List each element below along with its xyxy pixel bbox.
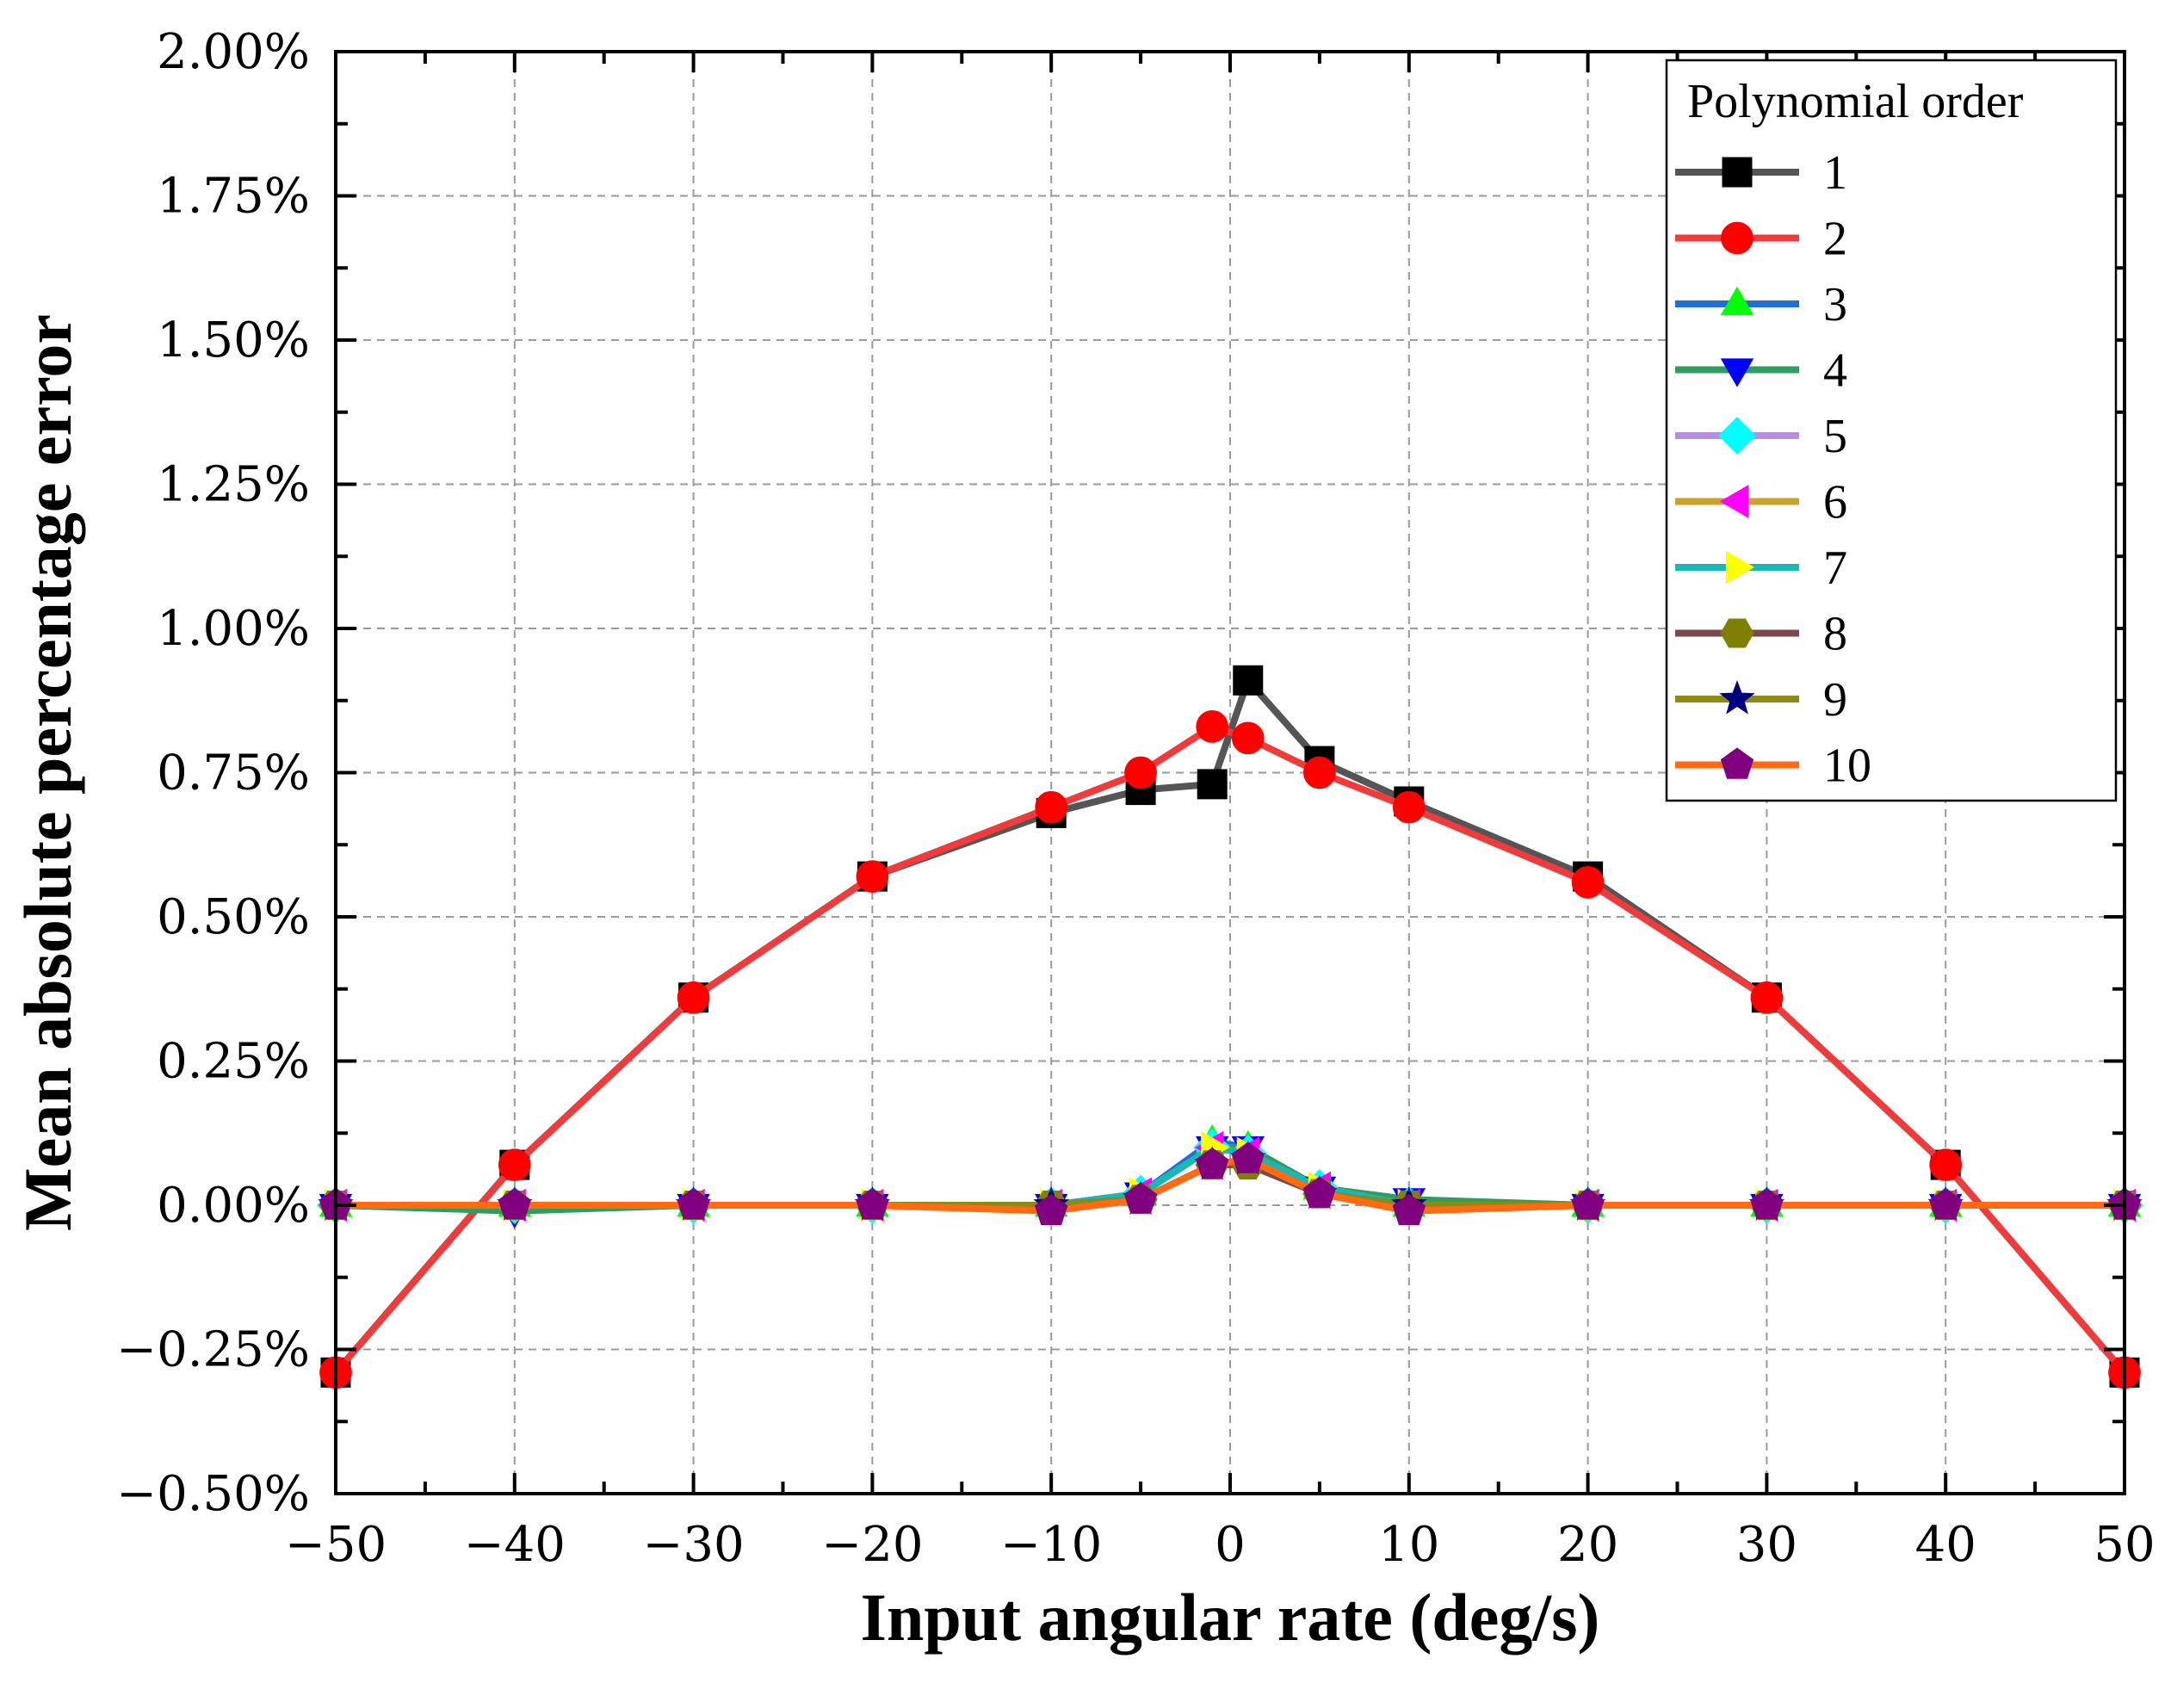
y-tick-label: 1.00%: [157, 601, 310, 657]
y-axis-title: Mean absolute percentage error: [10, 314, 85, 1231]
legend-marker: [1720, 358, 1754, 387]
legend-label: 1: [1823, 146, 1847, 200]
legend-item-7: 7: [1675, 541, 1847, 595]
legend-marker: [1720, 747, 1754, 779]
legend-label: 4: [1823, 344, 1847, 398]
legend-item-9: 9: [1675, 673, 1847, 727]
x-tick-label: −10: [1000, 1517, 1102, 1573]
legend-label: 8: [1823, 608, 1847, 661]
data-point: [1231, 721, 1265, 755]
data-point: [1571, 865, 1605, 899]
data-point: [498, 1187, 531, 1220]
legend-item-6: 6: [1675, 476, 1847, 529]
legend-label: 9: [1823, 673, 1847, 727]
x-tick-label: 30: [1736, 1517, 1797, 1573]
y-tick-label: −0.50%: [116, 1466, 310, 1522]
legend-label: 6: [1823, 476, 1847, 529]
series-line: [332, 722, 2128, 1375]
data-point: [677, 981, 710, 1014]
data-point: [1392, 790, 1426, 824]
legend-label: 2: [1823, 213, 1847, 266]
data-point: [1750, 981, 1784, 1014]
data-point: [1123, 1182, 1158, 1214]
data-point: [677, 1187, 710, 1220]
data-point: [1571, 1187, 1605, 1220]
legend-marker: [1720, 618, 1754, 648]
x-tick-label: 10: [1378, 1517, 1439, 1573]
x-tick-label: −50: [285, 1517, 387, 1573]
legend: Polynomial order 1 2 3 4 5 6 7 8 9 10: [1665, 59, 2118, 802]
data-point: [498, 1148, 531, 1181]
legend-item-4: 4: [1675, 344, 1847, 398]
legend-marker: [1719, 680, 1755, 715]
y-tick-label: 1.50%: [157, 313, 310, 368]
y-tick-label: 1.25%: [157, 457, 310, 513]
legend-item-2: 2: [1675, 213, 1847, 266]
x-tick-label: 20: [1557, 1517, 1618, 1573]
legend-marker: [1721, 221, 1754, 255]
legend-marker: [1718, 417, 1757, 455]
data-point: [856, 1187, 889, 1220]
y-tick-label: 0.25%: [157, 1034, 310, 1090]
x-tick-label: −40: [464, 1517, 566, 1573]
data-point: [1035, 1193, 1068, 1225]
x-tick-label: −30: [643, 1517, 745, 1573]
legend-title: Polynomial order: [1687, 75, 2024, 128]
data-point: [856, 860, 889, 893]
y-tick-label: 0.00%: [157, 1178, 310, 1234]
legend-item-3: 3: [1675, 278, 1847, 331]
y-tick-label: 2.00%: [157, 24, 310, 80]
x-axis-title: Input angular rate (deg/s): [861, 1580, 1600, 1655]
data-point: [1392, 1193, 1426, 1225]
y-tick-label: 0.50%: [157, 889, 310, 945]
y-tick-label: 0.75%: [157, 746, 310, 801]
data-point: [1035, 790, 1068, 824]
legend-marker: [1725, 550, 1755, 585]
y-tick-label: −0.25%: [116, 1322, 310, 1378]
data-point: [1750, 1187, 1784, 1220]
data-point: [1196, 1147, 1229, 1179]
x-tick-label: 40: [1915, 1517, 1976, 1573]
data-point: [1233, 665, 1264, 696]
data-point: [1929, 1187, 1963, 1220]
x-tick-label: 0: [1215, 1517, 1246, 1573]
data-point: [1929, 1148, 1963, 1181]
y-tick-label: 1.75%: [157, 169, 310, 225]
x-tick-label: −20: [821, 1517, 923, 1573]
legend-item-5: 5: [1675, 410, 1847, 463]
data-point: [1197, 769, 1228, 800]
data-point: [1196, 710, 1229, 743]
legend-label: 7: [1823, 541, 1847, 595]
data-series: [317, 665, 2144, 1389]
legend-label: 5: [1823, 410, 1847, 463]
series-line: [336, 1155, 2125, 1215]
data-point: [1302, 1176, 1337, 1208]
data-point: [1303, 756, 1336, 789]
legend-item-1: 1: [1675, 146, 1847, 200]
x-tick-label: 50: [2094, 1517, 2155, 1573]
legend-label: 3: [1823, 278, 1847, 331]
legend-item-10: 10: [1675, 740, 1871, 793]
data-point: [1231, 1142, 1265, 1173]
data-point: [1124, 756, 1157, 789]
legend-marker: [1722, 157, 1753, 188]
axis-ticks: −50 −40 −30 −20 −10 0 10 20 30 40 50 −0.50% −0.25% 0.…: [116, 24, 2155, 1573]
legend-label: 10: [1823, 740, 1871, 793]
legend-marker: [1719, 485, 1749, 518]
legend-marker: [1720, 286, 1754, 316]
legend-item-8: 8: [1675, 608, 1847, 661]
